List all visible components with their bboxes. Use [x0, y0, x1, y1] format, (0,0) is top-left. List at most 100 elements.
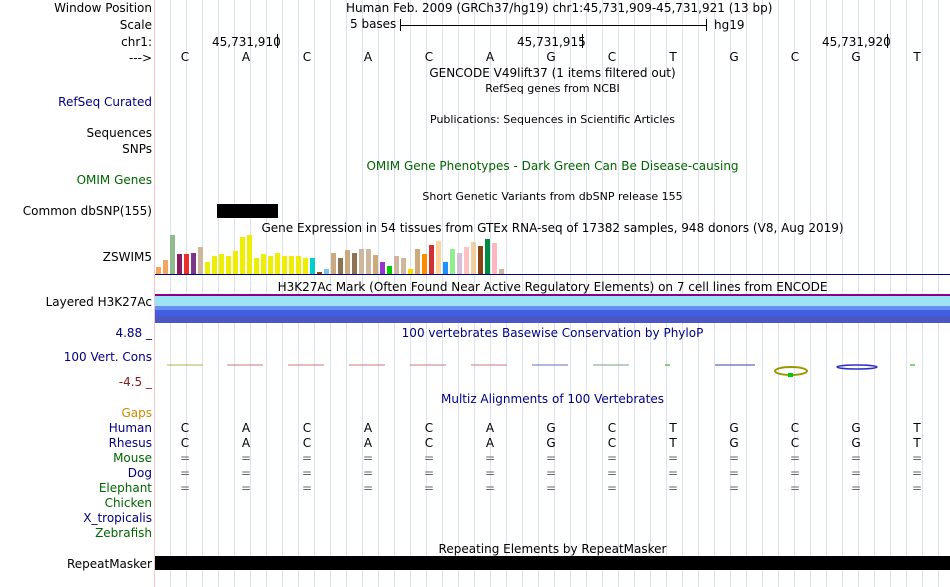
phylop-track-title[interactable]: 100 vertebrates Basewise Conservation by…: [401, 326, 704, 340]
repeatmasker-track-title[interactable]: Repeating Elements by RepeatMasker: [438, 542, 667, 556]
gtex-tissue-bar[interactable]: [450, 249, 455, 274]
gtex-tissue-bar[interactable]: [436, 241, 441, 274]
species-label-mouse[interactable]: Mouse: [113, 451, 152, 465]
alignment-base: =: [179, 481, 191, 495]
species-label-rhesus[interactable]: Rhesus: [108, 436, 152, 450]
gtex-tissue-bar[interactable]: [163, 260, 168, 274]
common-dbsnp-label[interactable]: Common dbSNP(155): [22, 204, 152, 218]
gtex-tissue-bar[interactable]: [359, 249, 364, 274]
gtex-tissue-bar[interactable]: [352, 253, 357, 274]
dbsnp-track-title[interactable]: Short Genetic Variants from dbSNP releas…: [422, 190, 683, 203]
repeatmasker-label[interactable]: RepeatMasker: [66, 557, 152, 571]
snps-label[interactable]: SNPs: [122, 142, 152, 156]
gtex-tissue-bar[interactable]: [401, 258, 406, 274]
gtex-tissue-bar[interactable]: [296, 256, 301, 274]
gtex-tissue-bar[interactable]: [492, 243, 497, 274]
gtex-tissue-bar[interactable]: [464, 247, 469, 274]
gtex-tissue-bar[interactable]: [380, 262, 385, 274]
gtex-tissue-bar[interactable]: [198, 247, 203, 274]
gtex-expression-chart[interactable]: [156, 235, 536, 274]
gtex-tissue-bar[interactable]: [422, 254, 427, 274]
gtex-tissue-bar[interactable]: [226, 256, 231, 274]
gtex-tissue-bar[interactable]: [324, 269, 329, 274]
dbsnp-variant-block[interactable]: [217, 204, 278, 218]
gtex-tissue-bar[interactable]: [205, 262, 210, 274]
omim-genes-label[interactable]: OMIM Genes: [76, 173, 152, 187]
phylop-label[interactable]: 100 Vert. Cons: [63, 350, 152, 364]
alignment-base: =: [301, 466, 313, 480]
gtex-tissue-bar[interactable]: [156, 267, 161, 274]
refseq-track-title[interactable]: RefSeq genes from NCBI: [485, 82, 620, 95]
h3k27ac-band-dark: [155, 310, 950, 316]
species-label-elephant[interactable]: Elephant: [98, 481, 152, 495]
phylop-signal[interactable]: [155, 355, 950, 380]
gtex-tissue-bar[interactable]: [457, 253, 462, 274]
coord-tick-mark-1: [277, 34, 278, 48]
species-label-chicken[interactable]: Chicken: [104, 496, 152, 510]
gtex-tissue-bar[interactable]: [303, 258, 308, 274]
gtex-track-title[interactable]: Gene Expression in 54 tissues from GTEx …: [261, 221, 844, 235]
gtex-tissue-bar[interactable]: [331, 253, 336, 274]
alignment-base: =: [301, 451, 313, 465]
alignment-base: =: [606, 481, 618, 495]
gtex-tissue-bar[interactable]: [275, 253, 280, 274]
base-letter: T: [913, 50, 921, 64]
gencode-track-title[interactable]: GENCODE V49lift37 (1 items filtered out): [429, 66, 676, 80]
gtex-tissue-bar[interactable]: [268, 256, 273, 274]
alignment-base: C: [302, 436, 312, 450]
gtex-tissue-bar[interactable]: [233, 251, 238, 274]
gtex-tissue-bar[interactable]: [366, 249, 371, 274]
sequences-label[interactable]: Sequences: [86, 126, 152, 140]
base-letter: G: [546, 50, 556, 64]
gtex-tissue-bar[interactable]: [282, 256, 287, 274]
refseq-curated-label[interactable]: RefSeq Curated: [58, 95, 152, 109]
gtex-tissue-bar[interactable]: [317, 272, 322, 274]
gtex-tissue-bar[interactable]: [261, 254, 266, 274]
gtex-tissue-bar[interactable]: [310, 258, 315, 274]
gtex-tissue-bar[interactable]: [394, 256, 399, 274]
gtex-tissue-bar[interactable]: [478, 246, 483, 274]
alignment-base: =: [484, 466, 496, 480]
gtex-tissue-bar[interactable]: [408, 269, 413, 274]
gtex-tissue-bar[interactable]: [443, 262, 448, 274]
gtex-tissue-bar[interactable]: [499, 269, 504, 274]
gtex-tissue-bar[interactable]: [184, 254, 189, 274]
alignment-base: =: [789, 451, 801, 465]
gtex-tissue-bar[interactable]: [429, 245, 434, 274]
gtex-tissue-bar[interactable]: [387, 266, 392, 274]
gtex-tissue-bar[interactable]: [345, 250, 350, 274]
gtex-tissue-bar[interactable]: [485, 239, 490, 274]
gtex-tissue-bar[interactable]: [240, 237, 245, 274]
h3k27ac-track-title[interactable]: H3K27Ac Mark (Often Found Near Active Re…: [277, 280, 828, 294]
species-label-human[interactable]: Human: [108, 421, 152, 435]
species-label-x-tropicalis[interactable]: X_tropicalis: [83, 511, 152, 525]
gtex-gene-label[interactable]: ZSWIM5: [102, 250, 152, 264]
gtex-tissue-bar[interactable]: [170, 235, 175, 274]
gtex-tissue-bar[interactable]: [212, 256, 217, 274]
gtex-tissue-bar[interactable]: [219, 254, 224, 274]
gtex-tissue-bar[interactable]: [247, 235, 252, 274]
gtex-tissue-bar[interactable]: [191, 253, 196, 274]
layered-h3k27ac-label[interactable]: Layered H3K27Ac: [45, 295, 152, 309]
gtex-tissue-bar[interactable]: [471, 242, 476, 274]
strand-label: --->: [128, 51, 152, 65]
gtex-tissue-bar[interactable]: [177, 254, 182, 274]
alignment-base: =: [667, 466, 679, 480]
alignment-base: =: [484, 451, 496, 465]
species-label-dog[interactable]: Dog: [127, 466, 152, 480]
gtex-tissue-bar[interactable]: [289, 256, 294, 274]
phylop-max-label: 4.88 _: [115, 326, 152, 340]
base-letter: C: [790, 50, 800, 64]
alignment-base: =: [728, 481, 740, 495]
gtex-tissue-bar[interactable]: [415, 249, 420, 274]
gtex-tissue-bar[interactable]: [373, 255, 378, 274]
alignment-base: A: [485, 421, 495, 435]
publications-track-title[interactable]: Publications: Sequences in Scientific Ar…: [430, 113, 675, 126]
gtex-tissue-bar[interactable]: [338, 258, 343, 274]
gaps-label[interactable]: Gaps: [121, 406, 152, 420]
gtex-tissue-bar[interactable]: [254, 258, 259, 274]
repeatmasker-element-bar[interactable]: [155, 556, 950, 570]
multiz-track-title[interactable]: Multiz Alignments of 100 Vertebrates: [440, 392, 665, 406]
species-label-zebrafish[interactable]: Zebrafish: [95, 526, 152, 540]
omim-track-title[interactable]: OMIM Gene Phenotypes - Dark Green Can Be…: [366, 159, 739, 173]
